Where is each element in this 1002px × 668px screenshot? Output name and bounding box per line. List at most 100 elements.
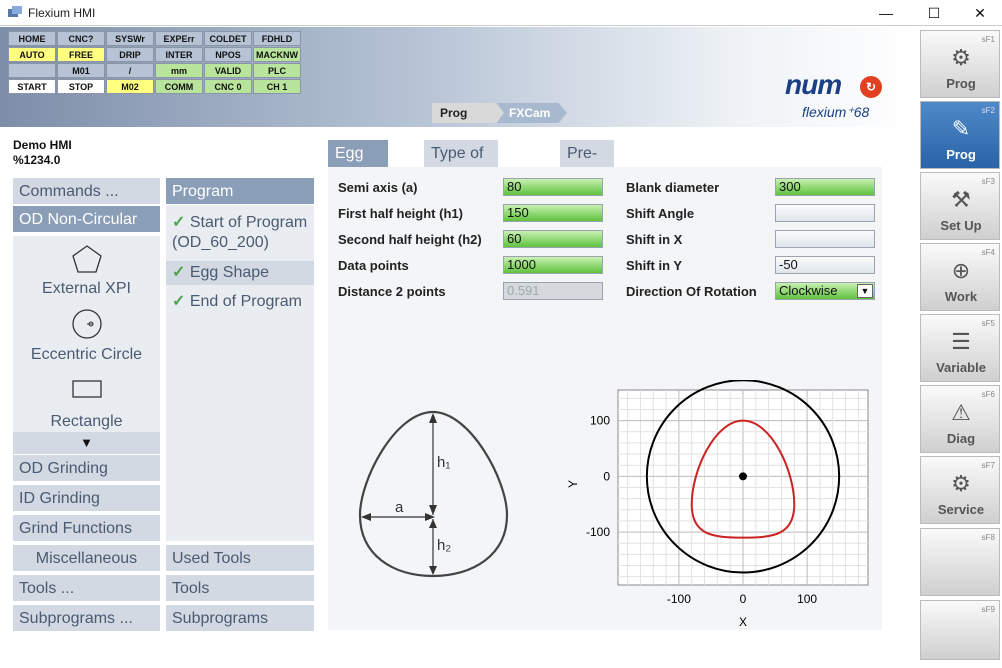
egg-plot: -100 0 100 100 0 -100 X Y [566,380,869,629]
egg-shape-item[interactable]: ✓ Egg Shape [166,261,314,285]
grind-functions-button[interactable]: Grind Functions [13,515,160,542]
start-of-program-item[interactable]: ✓ Start of Program (OD_60_200) [166,213,314,253]
softkey-label: Set Up [940,218,982,233]
status-syswr: SYSWr [106,31,154,46]
h1-text: h₁ [437,454,450,471]
miscellaneous-button[interactable]: Miscellaneous [13,545,160,572]
rotation-select[interactable]: Clockwise ▼ [775,282,875,300]
start-of-program-label: Start of Program (OD_60_200) [172,214,308,251]
id-grinding-button[interactable]: ID Grinding [13,485,160,512]
status-stop: STOP [57,79,105,94]
shift-angle-field[interactable] [775,204,875,222]
rectangle-item[interactable]: Rectangle [50,413,123,430]
commands-button[interactable]: Commands ... [13,178,160,205]
status-npos: NPOS [204,47,252,62]
data-points-field[interactable]: 1000 [503,256,603,274]
shift-y-field[interactable]: -50 [775,256,875,274]
egg-shape-label: Egg Shape [189,264,270,281]
external-xpi-item[interactable]: External XPI [42,280,131,297]
minimize-button[interactable]: — [879,5,893,21]
scroll-down-arrow-icon[interactable]: ▼ [13,432,160,454]
softkey-prod-button[interactable]: sF1 ⚙ Prog [920,30,1000,98]
maximize-button[interactable]: ☐ [927,5,941,21]
chart-ticks: -100 0 100 100 0 -100 [586,414,817,606]
service-icon: ⚙ [951,471,971,496]
softkey-id: sF4 [981,248,995,257]
softkey-work-button[interactable]: sF4 ⊕ Work [920,243,1000,311]
eccentric-circle-icon[interactable] [71,308,103,340]
x-tick-label: 100 [797,592,817,606]
y-tick-label: 100 [590,414,610,428]
chart-grid [617,389,869,586]
arrow-right-icon [425,513,435,521]
status-macknw: MACKNW [253,47,301,62]
chevron-down-icon[interactable]: ▼ [857,284,873,298]
softkey-label: Diag [946,431,976,446]
program-tree [166,205,314,541]
od-noncircular-panel: External XPI Eccentric Circle Rectangle [13,236,160,432]
subprograms-button[interactable]: Subprograms [166,605,314,632]
softkey-id: sF5 [981,319,995,328]
softkey-variable-button[interactable]: sF5 ☰ Variable [920,314,1000,382]
h1-label: First half height (h1) [338,206,463,221]
blank-diameter-field[interactable]: 300 [775,178,875,196]
tab-pre-cycle[interactable]: Pre-Cycle [560,140,614,189]
softkey-service-button[interactable]: sF7 ⚙ Service [920,456,1000,524]
tab-egg-shape[interactable]: Egg Shape [328,140,389,189]
eccentric-circle-item[interactable]: Eccentric Circle [30,346,143,363]
status-drip: DRIP [106,47,154,62]
arrow-down-icon [429,505,437,515]
h1-field[interactable]: 150 [503,204,603,222]
end-of-program-item[interactable]: ✓ End of Program [166,292,314,312]
arrow-left-icon [361,513,371,521]
breadcrumb-fxcam[interactable]: FXCam [497,103,567,123]
data-points-label: Data points [338,258,409,273]
status-cnc: CNC? [57,31,105,46]
softkey-setup-button[interactable]: sF3 ⚒ Set Up [920,172,1000,240]
y-tick-label: -100 [586,525,610,539]
work-icon: ⊕ [951,258,971,283]
status-valid: VALID [204,63,252,78]
pentagon-icon[interactable] [71,244,103,274]
breadcrumb-prog[interactable]: Prog [432,103,504,123]
close-button[interactable]: ✕ [974,5,986,21]
subprograms-menu-button[interactable]: Subprograms ... [13,605,160,632]
check-icon: ✓ [172,264,186,281]
end-of-program-label: End of Program [189,293,302,310]
used-tools-button[interactable]: Used Tools [166,545,314,572]
softkey-sf9-button[interactable]: sF9 [920,600,1000,660]
softkey-sf8-button[interactable]: sF8 [920,528,1000,596]
h2-label: Second half height (h2) [338,232,482,247]
program-number: %1234.0 [13,153,61,167]
window-title: Flexium HMI [28,6,96,20]
softkey-id: sF7 [981,461,995,470]
y-tick-label: 0 [603,469,610,483]
shift-x-label: Shift in X [626,232,683,247]
egg-diagram: h₁ a h₂ [358,410,509,578]
softkey-diag-button[interactable]: sF6 ⚠ Diag [920,385,1000,453]
shift-x-field[interactable] [775,230,875,248]
tab-type-of-grinding[interactable]: Type of Grinding [424,140,499,189]
status-start: START [8,79,56,94]
egg-outline [358,410,509,578]
rotation-value: Clockwise [779,283,838,298]
softkey-id: sF6 [981,390,995,399]
tools-menu-button[interactable]: Tools ... [13,575,160,602]
status-inter: INTER [155,47,203,62]
od-grinding-button[interactable]: OD Grinding [13,455,160,482]
softkey-prog-button[interactable]: sF2 ✎ Prog [920,101,1000,169]
status-fdhld: FDHLD [253,31,301,46]
status-ch1: CH 1 [253,79,301,94]
setup-icon: ⚒ [951,187,971,212]
od-noncircular-button[interactable]: OD Non-Circular [13,206,160,233]
rectangle-icon[interactable] [71,378,103,400]
softkey-id: sF8 [981,533,995,542]
status-m02: M02 [106,79,154,94]
semi-axis-field[interactable]: 80 [503,178,603,196]
tools-button[interactable]: Tools [166,575,314,602]
status-cnc0: CNC 0 [204,79,252,94]
shift-angle-label: Shift Angle [626,206,695,221]
flexium-logo: flexium⁺68 [802,104,870,120]
x-tick-label: 0 [740,592,747,606]
h2-field[interactable]: 60 [503,230,603,248]
